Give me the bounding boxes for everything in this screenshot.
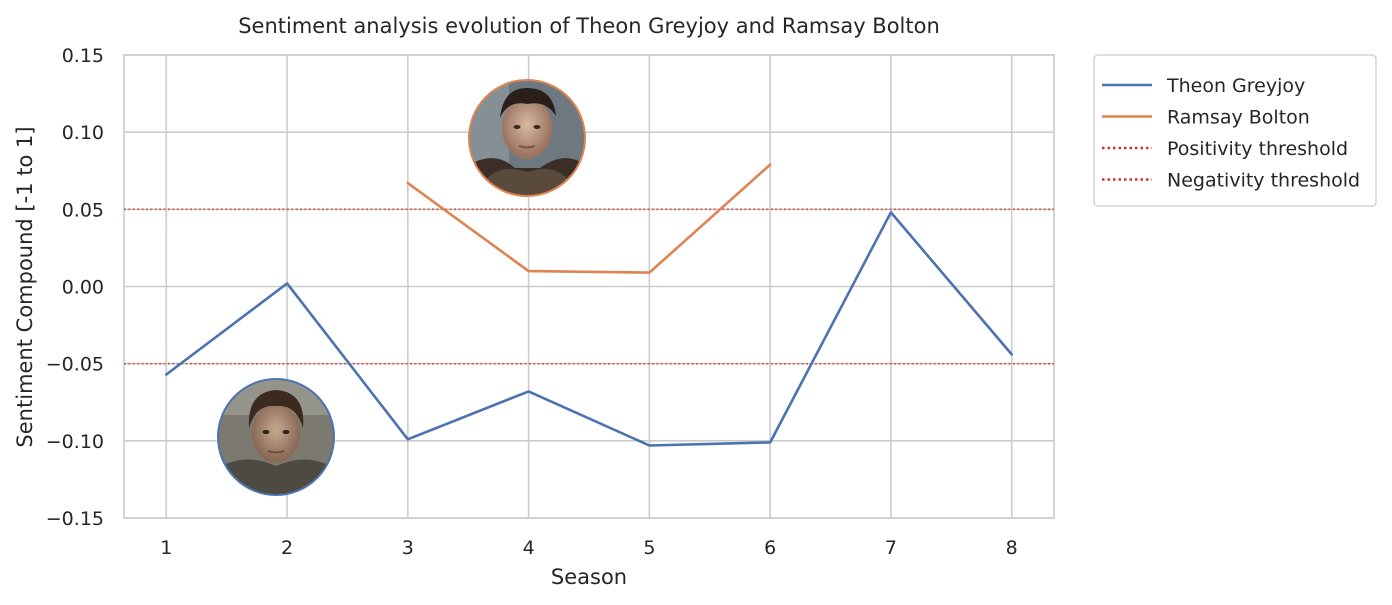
y-tick-label: −0.15: [46, 508, 104, 530]
ramsay-bolton-portrait: [468, 79, 586, 197]
legend-item: Theon Greyjoy: [1102, 75, 1305, 97]
theon-greyjoy-portrait: [217, 378, 335, 496]
x-tick-label: 8: [1006, 537, 1018, 559]
x-tick-label: 1: [160, 537, 172, 559]
y-tick-label: 0.05: [62, 199, 104, 221]
plot-frame: [123, 54, 1055, 519]
legend-label: Positivity threshold: [1167, 138, 1348, 160]
x-tick-labels: 1 2 3 4 5 6 7 8: [160, 537, 1018, 559]
legend-box: [1093, 54, 1377, 207]
legend-label: Negativity threshold: [1167, 170, 1360, 192]
legend: Theon Greyjoy Ramsay Bolton Positivity thr…: [1093, 54, 1377, 207]
x-tick-label: 5: [643, 537, 655, 559]
chart-title: Sentiment analysis evolution of Theon Gr…: [238, 14, 940, 38]
legend-label: Theon Greyjoy: [1166, 75, 1305, 97]
y-axis-label: Sentiment Compound [-1 to 1]: [13, 126, 37, 447]
series-line: [165, 211, 1014, 447]
series-line: [406, 163, 772, 274]
y-tick-label: −0.05: [46, 354, 104, 376]
plot-area: [123, 54, 1055, 519]
x-tick-label: 7: [885, 537, 897, 559]
legend-item: Positivity threshold: [1102, 138, 1348, 160]
x-tick-label: 2: [281, 537, 293, 559]
x-tick-label: 4: [523, 537, 535, 559]
x-tick-label: 6: [764, 537, 776, 559]
legend-label: Ramsay Bolton: [1167, 107, 1310, 129]
y-tick-label: 0.15: [62, 45, 104, 67]
x-axis-label: Season: [551, 565, 627, 589]
threshold-lines: [124, 208, 1054, 365]
series-lines: [165, 163, 1014, 447]
legend-item: Negativity threshold: [1102, 170, 1360, 192]
legend-item: Ramsay Bolton: [1102, 107, 1310, 129]
y-tick-labels: −0.15 −0.10 −0.05 0.00 0.05 0.10 0.15: [46, 45, 104, 530]
y-tick-label: 0.00: [62, 277, 104, 299]
y-tick-label: −0.10: [46, 431, 104, 453]
y-tick-label: 0.10: [62, 122, 104, 144]
x-tick-label: 3: [402, 537, 414, 559]
